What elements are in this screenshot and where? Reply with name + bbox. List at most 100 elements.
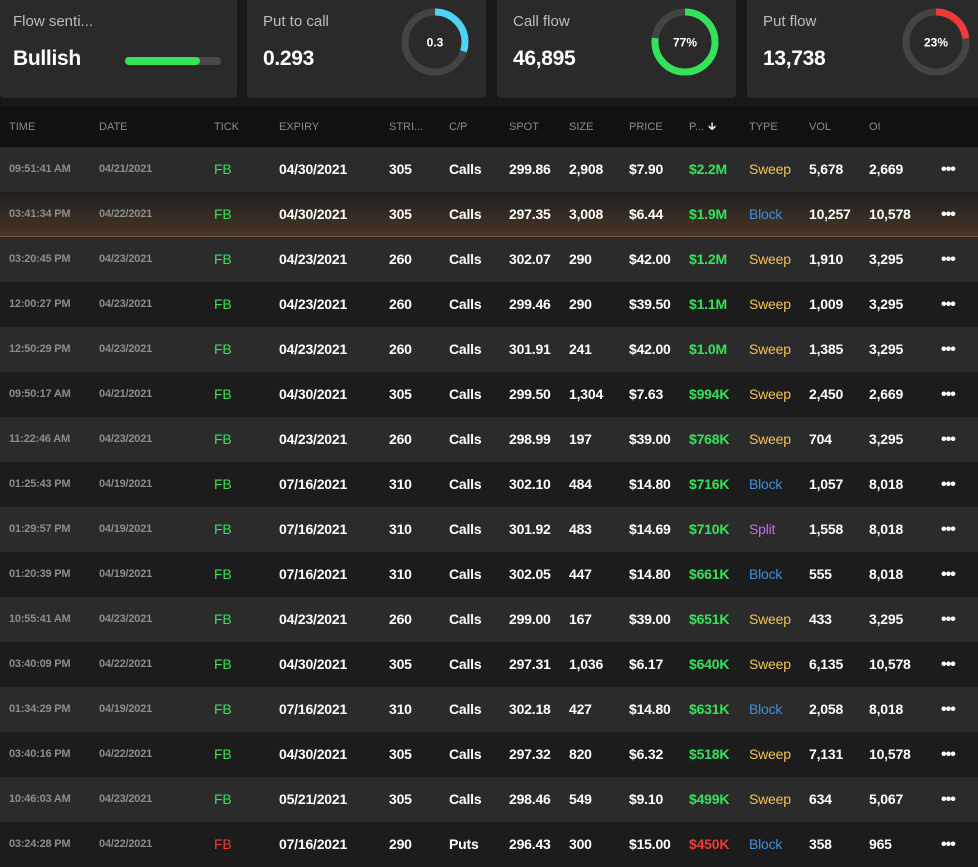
- more-options-icon[interactable]: •••: [941, 431, 956, 448]
- cell-type: Block: [749, 701, 783, 717]
- call-flow-gauge: 77%: [649, 6, 721, 78]
- cell-expiry: 04/23/2021: [279, 611, 348, 627]
- header-size[interactable]: SIZE: [569, 121, 594, 133]
- table-row[interactable]: 10:46:03 AM 04/23/2021 FB 05/21/2021 305 Call…: [0, 777, 978, 822]
- cell-size: 3,008: [569, 206, 604, 222]
- cell-prem: $994K: [689, 386, 730, 402]
- more-options-icon[interactable]: •••: [941, 656, 956, 673]
- table-row[interactable]: 03:41:34 PM 04/22/2021 FB 04/30/2021 305 Call…: [0, 192, 978, 237]
- more-options-icon[interactable]: •••: [941, 296, 956, 313]
- cell-tick: FB: [214, 656, 232, 672]
- cell-vol: 1,910: [809, 251, 844, 267]
- cell-strike: 305: [389, 791, 412, 807]
- table-row[interactable]: 01:29:57 PM 04/19/2021 FB 07/16/2021 310 Call…: [0, 507, 978, 552]
- cell-price: $14.69: [629, 521, 671, 537]
- table-row[interactable]: 10:55:41 AM 04/23/2021 FB 04/23/2021 260 Call…: [0, 597, 978, 642]
- more-options-icon[interactable]: •••: [941, 206, 956, 223]
- cell-size: 290: [569, 296, 592, 312]
- cell-price: $6.17: [629, 656, 664, 672]
- cell-spot: 301.92: [509, 521, 551, 537]
- cell-price: $14.80: [629, 701, 671, 717]
- cell-tick: FB: [214, 251, 232, 267]
- cell-strike: 305: [389, 206, 412, 222]
- cell-time: 09:51:41 AM: [9, 163, 71, 175]
- table-row[interactable]: 01:20:39 PM 04/19/2021 FB 07/16/2021 310 Call…: [0, 552, 978, 597]
- cell-time: 01:20:39 PM: [9, 568, 71, 580]
- table-row[interactable]: 01:25:43 PM 04/19/2021 FB 07/16/2021 310 Call…: [0, 462, 978, 507]
- header-tick[interactable]: TICK: [214, 121, 240, 133]
- header-spot[interactable]: SPOT: [509, 121, 539, 133]
- cell-type: Sweep: [749, 791, 791, 807]
- call-flow-value: 46,895: [513, 47, 576, 70]
- table-row[interactable]: 03:40:09 PM 04/22/2021 FB 04/30/2021 305 Call…: [0, 642, 978, 687]
- more-options-icon[interactable]: •••: [941, 476, 956, 493]
- put-flow-card: Put flow 13,738 23%: [747, 0, 978, 98]
- more-options-icon[interactable]: •••: [941, 701, 956, 718]
- table-row[interactable]: 03:24:28 PM 04/22/2021 FB 07/16/2021 290 Puts…: [0, 822, 978, 867]
- cell-strike: 305: [389, 161, 412, 177]
- cell-expiry: 04/30/2021: [279, 206, 348, 222]
- cell-size: 1,036: [569, 656, 604, 672]
- cell-vol: 555: [809, 566, 832, 582]
- put-flow-gauge: 23%: [900, 6, 972, 78]
- more-options-icon[interactable]: •••: [941, 161, 956, 178]
- cell-spot: 297.35: [509, 206, 551, 222]
- more-options-icon[interactable]: •••: [941, 251, 956, 268]
- cell-spot: 298.46: [509, 791, 551, 807]
- cell-date: 04/22/2021: [99, 658, 153, 670]
- cell-tick: FB: [214, 386, 232, 402]
- cell-date: 04/23/2021: [99, 433, 153, 445]
- table-row[interactable]: 03:20:45 PM 04/23/2021 FB 04/23/2021 260 Call…: [0, 237, 978, 282]
- cell-tick: FB: [214, 746, 232, 762]
- table-row[interactable]: 12:50:29 PM 04/23/2021 FB 04/23/2021 260 Call…: [0, 327, 978, 372]
- cell-spot: 296.43: [509, 836, 551, 852]
- cell-time: 01:25:43 PM: [9, 478, 71, 490]
- table-row[interactable]: 12:00:27 PM 04/23/2021 FB 04/23/2021 260 Call…: [0, 282, 978, 327]
- more-options-icon[interactable]: •••: [941, 521, 956, 538]
- more-options-icon[interactable]: •••: [941, 836, 956, 853]
- cell-strike: 260: [389, 251, 412, 267]
- header-expiry[interactable]: EXPIRY: [279, 121, 320, 133]
- header-time[interactable]: TIME: [9, 121, 36, 133]
- table-row[interactable]: 01:34:29 PM 04/19/2021 FB 07/16/2021 310 Call…: [0, 687, 978, 732]
- more-options-icon[interactable]: •••: [941, 566, 956, 583]
- cell-strike: 260: [389, 431, 412, 447]
- cell-price: $39.00: [629, 431, 671, 447]
- cell-strike: 310: [389, 521, 412, 537]
- cell-time: 09:50:17 AM: [9, 388, 71, 400]
- more-options-icon[interactable]: •••: [941, 386, 956, 403]
- table-row[interactable]: 11:22:46 AM 04/23/2021 FB 04/23/2021 260 Call…: [0, 417, 978, 462]
- gauge-text: 0.3: [427, 36, 444, 50]
- header-type[interactable]: TYPE: [749, 121, 778, 133]
- cell-type: Sweep: [749, 746, 791, 762]
- more-options-icon[interactable]: •••: [941, 791, 956, 808]
- cell-price: $39.50: [629, 296, 671, 312]
- cell-price: $7.63: [629, 386, 664, 402]
- cell-type: Sweep: [749, 431, 791, 447]
- cell-oi: 10,578: [869, 206, 911, 222]
- header-vol[interactable]: VOL: [809, 121, 832, 133]
- header-date[interactable]: DATE: [99, 121, 128, 133]
- header-strike[interactable]: STRI...: [389, 121, 424, 133]
- cell-spot: 302.07: [509, 251, 551, 267]
- cell-expiry: 04/23/2021: [279, 251, 348, 267]
- header-premium[interactable]: P... 🡳: [689, 107, 716, 147]
- cell-type: Sweep: [749, 656, 791, 672]
- cell-expiry: 04/30/2021: [279, 746, 348, 762]
- table-row[interactable]: 03:40:16 PM 04/22/2021 FB 04/30/2021 305 Call…: [0, 732, 978, 777]
- header-cp[interactable]: C/P: [449, 121, 468, 133]
- cell-cp: Calls: [449, 161, 482, 177]
- cell-size: 2,908: [569, 161, 604, 177]
- table-row[interactable]: 09:51:41 AM 04/21/2021 FB 04/30/2021 305 Call…: [0, 147, 978, 192]
- header-price[interactable]: PRICE: [629, 121, 663, 133]
- table-row[interactable]: 09:50:17 AM 04/21/2021 FB 04/30/2021 305 Call…: [0, 372, 978, 417]
- more-options-icon[interactable]: •••: [941, 746, 956, 763]
- cell-prem: $716K: [689, 476, 730, 492]
- put-flow-value: 13,738: [763, 47, 826, 70]
- more-options-icon[interactable]: •••: [941, 341, 956, 358]
- more-options-icon[interactable]: •••: [941, 611, 956, 628]
- header-oi[interactable]: OI: [869, 121, 881, 133]
- cell-type: Block: [749, 836, 783, 852]
- cell-size: 167: [569, 611, 592, 627]
- call-flow-label: Call flow: [513, 13, 570, 30]
